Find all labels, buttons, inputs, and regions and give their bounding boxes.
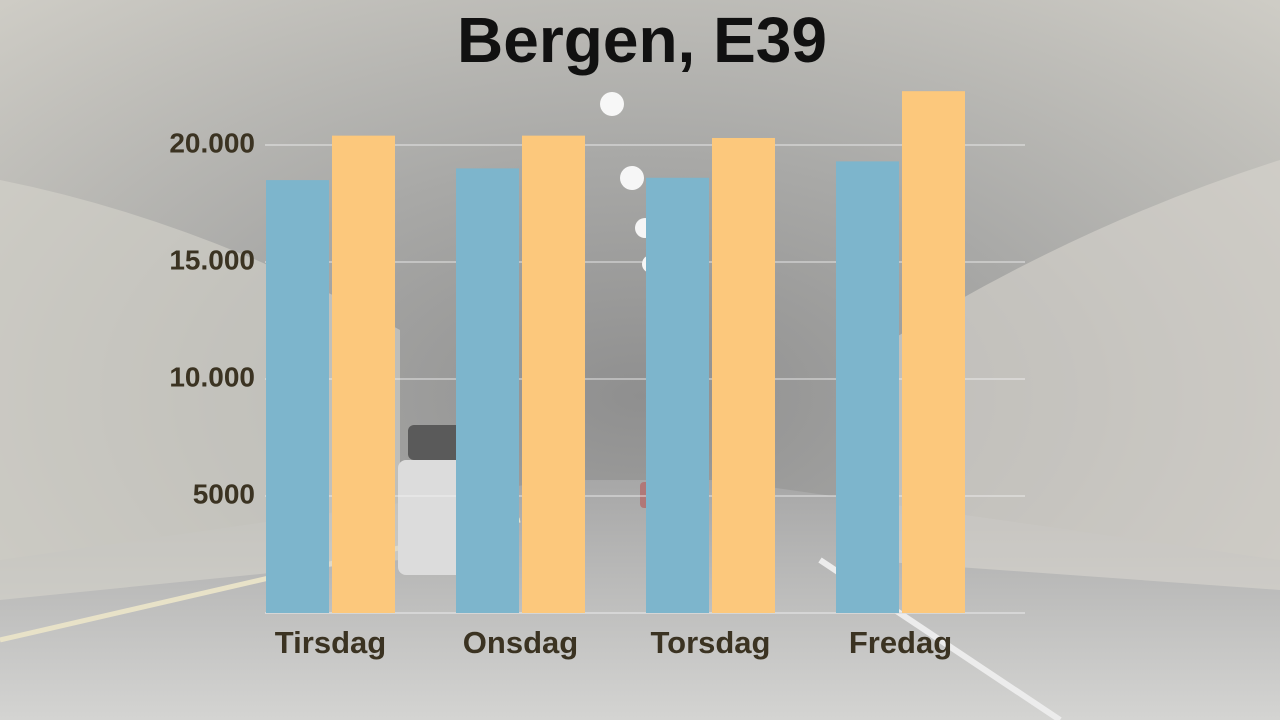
x-tick-label: Tirsdag: [275, 625, 386, 660]
bar: [836, 161, 899, 613]
bar: [522, 135, 585, 613]
y-tick-label: 20.000: [169, 127, 255, 158]
bar: [266, 180, 329, 613]
y-tick-label: 5000: [193, 478, 255, 509]
x-tick-label: Fredag: [849, 625, 952, 660]
x-tick-label: Torsdag: [651, 625, 771, 660]
bar: [902, 91, 965, 614]
bar: [712, 137, 775, 614]
y-tick-label: 15.000: [169, 244, 255, 275]
y-tick-label: 10.000: [169, 361, 255, 392]
x-tick-label: Onsdag: [463, 625, 578, 660]
bar: [646, 177, 709, 613]
chart-title: Bergen, E39: [457, 4, 827, 76]
bar: [332, 135, 395, 613]
bar: [456, 168, 519, 613]
